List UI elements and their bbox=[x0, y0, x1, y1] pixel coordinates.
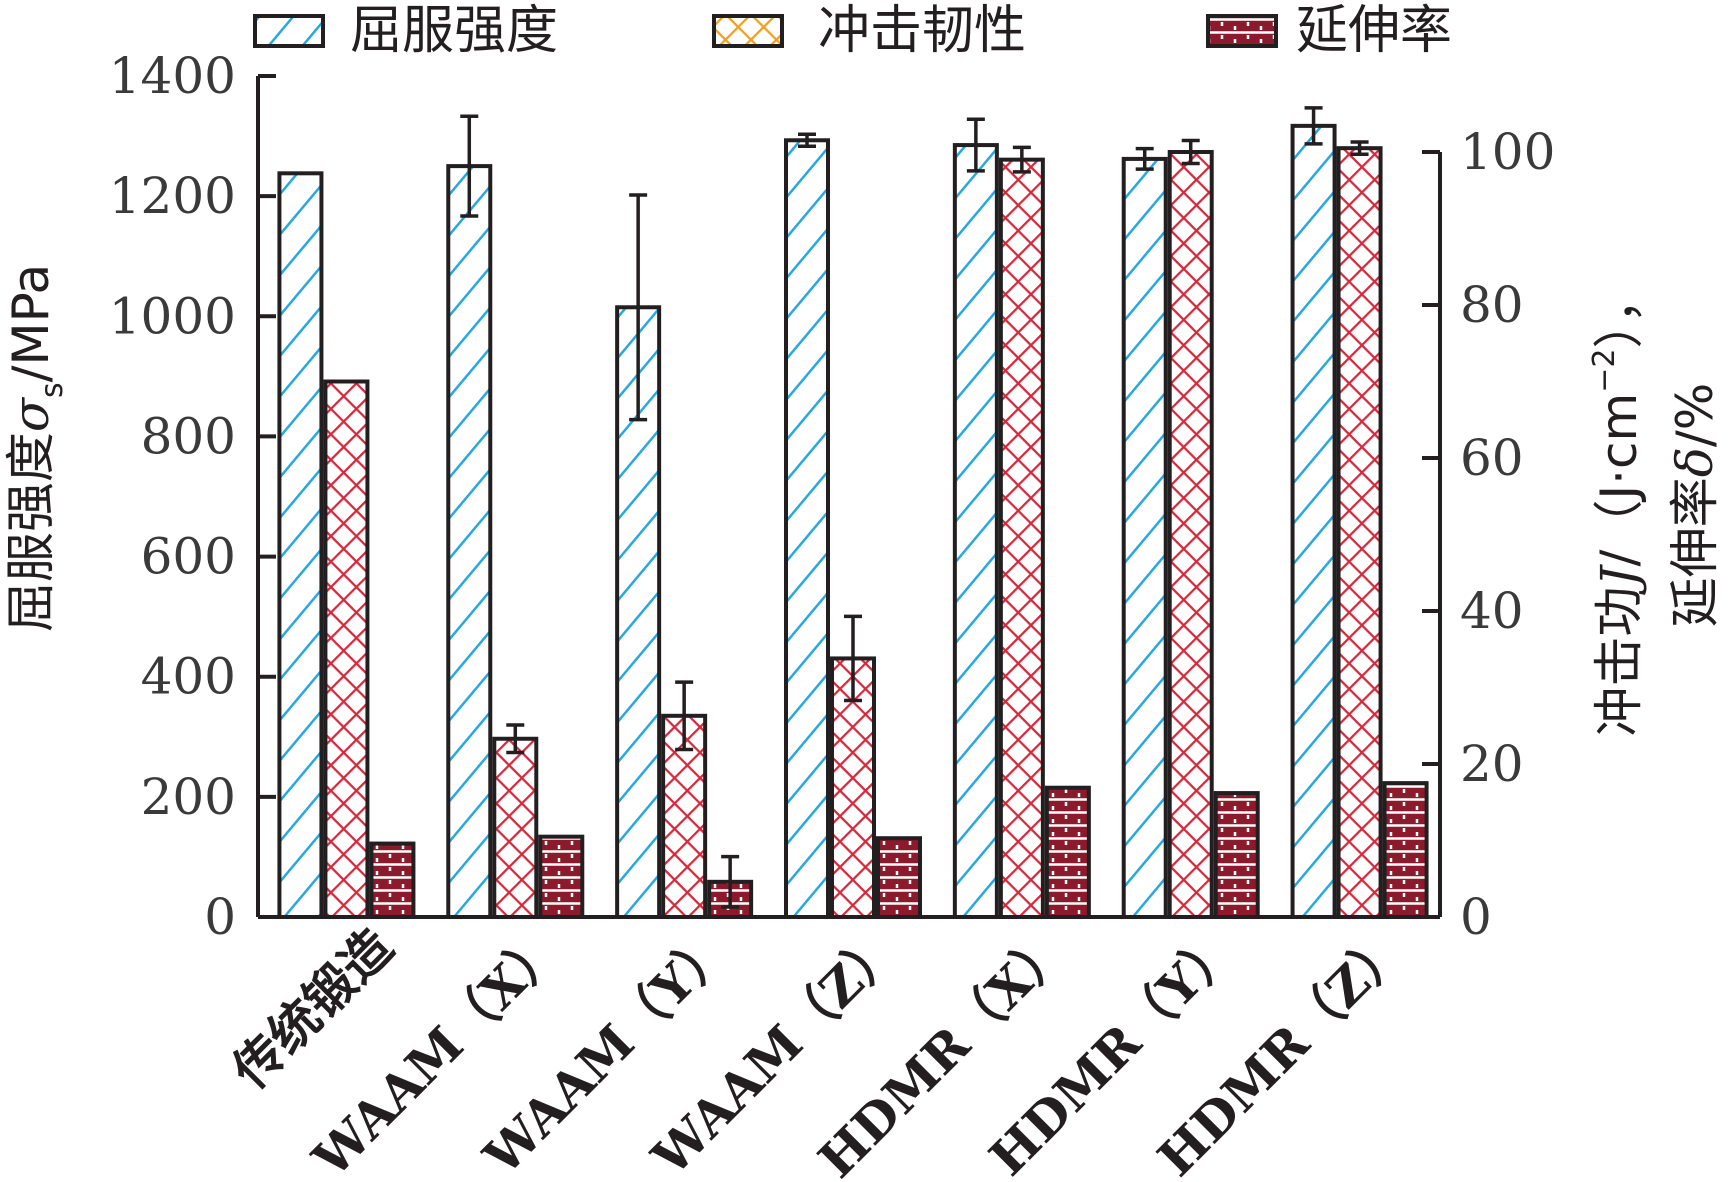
bar-elongation bbox=[369, 841, 416, 919]
y-left-tick-label: 200 bbox=[141, 768, 236, 826]
y-left-tick-label: 400 bbox=[141, 648, 236, 706]
y-axis-right-title-line2: 延伸率δ/% bbox=[1666, 383, 1724, 627]
y-axis-right-title-line1: 冲击功J/（J·cm−2）， bbox=[1587, 274, 1648, 737]
axis-ticks: 0 200 400 600 800 1000 1200 1400 0 20 40 60 80 100 bbox=[109, 47, 1556, 946]
bars bbox=[277, 123, 1429, 920]
legend-item-impact-toughness: 冲击韧性 bbox=[712, 1, 1026, 61]
bar-yield-strength bbox=[446, 164, 493, 920]
bar-yield-strength bbox=[1121, 156, 1168, 920]
bar-impact-toughness bbox=[1336, 146, 1383, 920]
legend-item-elongation: 延伸率 bbox=[1206, 1, 1452, 61]
y-left-tick-label: 800 bbox=[141, 407, 236, 465]
y-left-tick-label: 1400 bbox=[109, 47, 236, 105]
bar-impact-toughness bbox=[323, 379, 370, 919]
legend-swatch-elongation bbox=[1206, 14, 1278, 48]
y-axis-left-title: 屈服强度σs/MPa bbox=[2, 264, 70, 632]
y-left-tick-label: 0 bbox=[204, 888, 236, 946]
bar-elongation bbox=[1213, 791, 1260, 920]
y-right-tick-label: 60 bbox=[1460, 429, 1524, 487]
error-bars bbox=[460, 106, 1369, 909]
bar-yield-strength bbox=[277, 171, 324, 919]
bar-yield-strength bbox=[784, 138, 830, 919]
y-left-tick-label: 1000 bbox=[109, 287, 236, 345]
bar-elongation bbox=[538, 834, 585, 919]
legend-swatch-yield-strength bbox=[253, 14, 325, 48]
axes bbox=[256, 76, 1442, 919]
bar-impact-toughness bbox=[998, 157, 1045, 919]
y-right-tick-label: 80 bbox=[1460, 276, 1524, 334]
y-right-tick-label: 20 bbox=[1460, 735, 1524, 793]
bar-elongation bbox=[876, 836, 922, 920]
bar-elongation bbox=[1044, 785, 1091, 920]
y-right-tick-label: 40 bbox=[1460, 582, 1524, 640]
legend-item-yield-strength: 屈服强度 bbox=[253, 1, 558, 61]
bar-yield-strength bbox=[1290, 123, 1337, 919]
bar-elongation bbox=[1382, 781, 1429, 919]
legend: 屈服强度 冲击韧性 延伸率 bbox=[253, 1, 1452, 61]
y-right-tick-label: 0 bbox=[1460, 888, 1492, 946]
legend-swatch-impact-toughness bbox=[712, 14, 784, 48]
legend-label-yield-strength: 屈服强度 bbox=[350, 1, 558, 61]
legend-label-impact-toughness: 冲击韧性 bbox=[818, 1, 1026, 61]
legend-label-elongation: 延伸率 bbox=[1296, 1, 1452, 61]
y-left-tick-label: 1200 bbox=[109, 167, 236, 225]
y-right-tick-label: 100 bbox=[1460, 123, 1555, 181]
bar-yield-strength bbox=[952, 143, 999, 919]
y-left-tick-label: 600 bbox=[141, 528, 236, 586]
category-labels: 传统锻造WAAM（X）WAAM（Y）WAAM（Z）HDMR（X）HDMR（Y）H… bbox=[220, 917, 1417, 1182]
bar-impact-toughness bbox=[492, 736, 539, 919]
bar-impact-toughness bbox=[1167, 150, 1214, 919]
